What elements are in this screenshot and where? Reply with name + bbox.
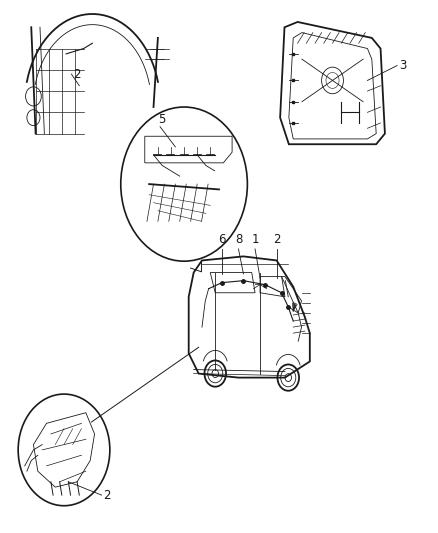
Text: 8: 8 bbox=[235, 233, 242, 246]
Text: 2: 2 bbox=[73, 68, 80, 80]
Text: 3: 3 bbox=[399, 59, 406, 72]
Text: 2: 2 bbox=[103, 489, 111, 502]
Text: 1: 1 bbox=[251, 233, 259, 246]
Text: 2: 2 bbox=[273, 233, 280, 246]
Text: 6: 6 bbox=[218, 233, 226, 246]
Text: 5: 5 bbox=[158, 112, 165, 126]
